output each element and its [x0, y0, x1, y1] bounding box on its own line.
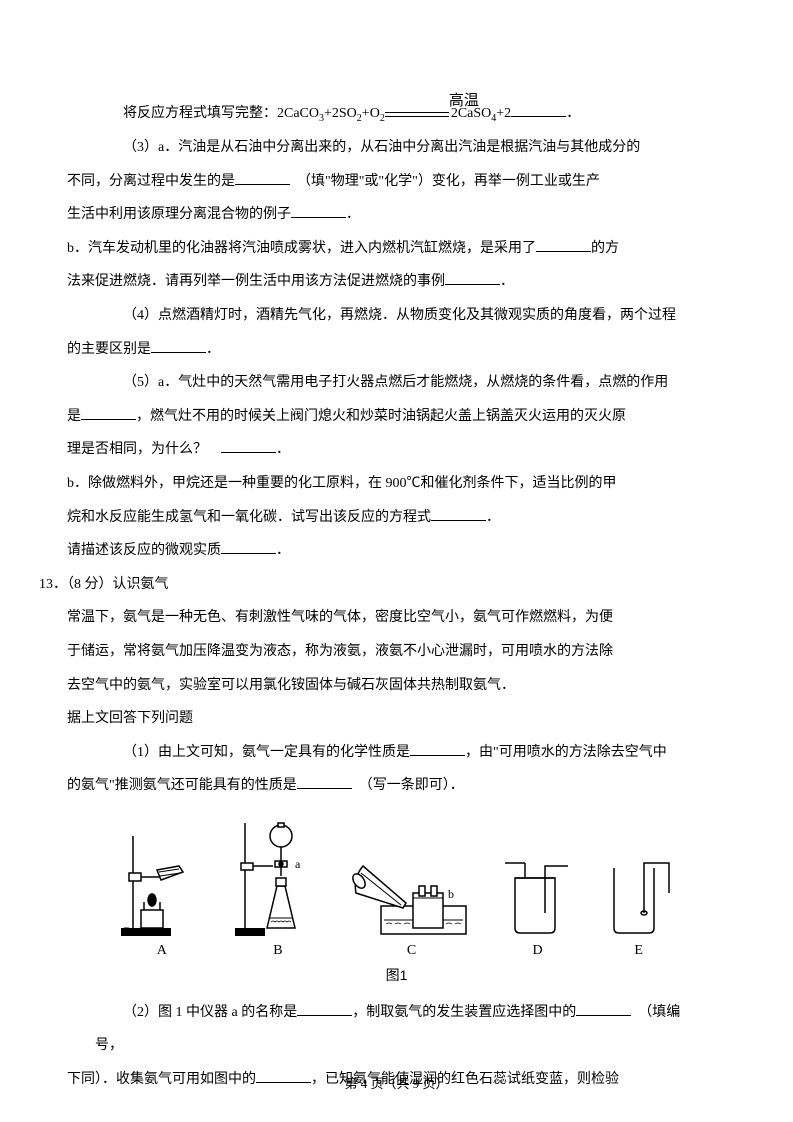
text: ．	[486, 510, 500, 525]
text: ，制取氨气的发生装置应选择图中的	[352, 1005, 576, 1020]
para-3b-line2: 法来促进燃烧．请再列举一例生活中用该方法促进燃烧的事例 ．	[67, 265, 698, 299]
apparatus-A-label: A	[157, 943, 167, 960]
text: 生活中利用该原理分离混合物的例子	[67, 207, 291, 222]
equation-line: 将反应方程式填写完整：2CaCO3+2SO2+O2高温2CaSO4+2．	[95, 95, 698, 131]
blank-fill	[235, 171, 290, 185]
label-a-text: a	[295, 857, 301, 871]
text: （写一条即可）．	[366, 778, 464, 793]
high-temp-label: 高温	[421, 83, 479, 119]
text: b．汽车发动机里的化油器将汽油喷成雾状，进入内燃机汽缸燃烧，是采用了	[67, 241, 536, 256]
para-4-line1: （4）点燃酒精灯时，酒精先气化，再燃烧．从物质变化及其微观实质的角度看，两个过程	[95, 299, 698, 333]
apparatus-D-label: D	[533, 943, 543, 960]
apparatus-B: a B	[233, 818, 323, 960]
text: 的主要区别是	[67, 342, 151, 357]
eq-part3: +O	[362, 106, 380, 121]
para-3a-line2: 不同，分离过程中发生的是 （填"物理"或"化学"）变化，再举一例工业或生产	[67, 165, 698, 199]
apparatus-B-icon: a	[233, 818, 323, 938]
para-4-line2: 的主要区别是 ．	[67, 333, 698, 367]
para-3a-line1: （3）a．汽油是从石油中分离出来的，从石油中分离出汽油是根据汽油与其他成分的	[95, 131, 698, 165]
eq-part5: +2	[496, 106, 511, 121]
blank-fill	[431, 507, 486, 521]
eq-part6: ．	[566, 106, 580, 121]
apparatus-E-label: E	[634, 943, 643, 960]
apparatus-E-icon	[604, 858, 674, 938]
text: ，由"可用喷水的方法除去空气中	[465, 745, 667, 760]
text: 不同，分离过程中发生的是	[67, 174, 235, 189]
text: 法来促进燃烧．请再列举一例生活中用该方法促进燃烧的事例	[67, 274, 445, 289]
apparatus-A: A	[119, 828, 204, 960]
apparatus-figure: A a	[95, 818, 698, 960]
para-3a-line3: 生活中利用该原理分离混合物的例子 ．	[67, 198, 698, 232]
apparatus-A-icon	[119, 828, 204, 938]
figure-caption: 图1	[95, 965, 698, 986]
apparatus-D-icon	[500, 858, 575, 938]
blank-fill	[81, 406, 136, 420]
question-13-label: 13．（8 分）认识氨气	[39, 568, 698, 602]
blank-fill	[221, 439, 276, 453]
text: 是	[67, 409, 81, 424]
blank-fill	[576, 1002, 631, 1016]
apparatus-C-label: C	[407, 943, 416, 960]
para-5c: 请描述该反应的微观实质 ．	[67, 534, 698, 568]
blank-fill	[151, 339, 206, 353]
q13-sub1-line1: （1）由上文可知，氨气一定具有的化学性质是 ，由"可用喷水的方法除去空气中	[95, 736, 698, 770]
text: ．	[276, 442, 290, 457]
para-5b-line1: b．除做燃料外，甲烷还是一种重要的化工原料，在 900℃和催化剂条件下，适当比例…	[67, 467, 698, 501]
text: 理是否相同，为什么？	[67, 442, 207, 457]
text: ，燃气灶不用的时候关上阀门熄火和炒菜时油锅起火盖上锅盖灭火运用的灭火原	[136, 409, 626, 424]
q13-intro-1: 常温下，氨气是一种无色、有刺激性气味的气体，密度比空气小，氨气可作燃燃料，为便	[67, 601, 698, 635]
text: 烷和水反应能生成氢气和一氧化碳．试写出该反应的方程式	[67, 510, 431, 525]
text: ．	[206, 342, 220, 357]
blank-fill	[291, 204, 346, 218]
text: ．	[276, 543, 290, 558]
text: （2）图 1 中仪器 a 的名称是	[123, 1005, 297, 1020]
blank-fill	[410, 742, 465, 756]
para-5a-line2: 是 ，燃气灶不用的时候关上阀门熄火和炒菜时油锅起火盖上锅盖灭火运用的灭火原	[67, 400, 698, 434]
text: 的方	[591, 241, 619, 256]
blank-fill	[511, 103, 566, 117]
para-5a-line3: 理是否相同，为什么？ ．	[67, 433, 698, 467]
blank-fill	[536, 238, 591, 252]
apparatus-C-icon: b	[351, 848, 471, 938]
apparatus-B-label: B	[273, 943, 282, 960]
blank-fill	[445, 271, 500, 285]
para-3b-line1: b．汽车发动机里的化油器将汽油喷成雾状，进入内燃机汽缸燃烧，是采用了 的方	[67, 232, 698, 266]
label-b-text: b	[448, 887, 454, 901]
para-5b-line2: 烷和水反应能生成氢气和一氧化碳．试写出该反应的方程式 ．	[67, 501, 698, 535]
sub: 2	[380, 113, 385, 124]
text: （1）由上文可知，氨气一定具有的化学性质是	[123, 745, 410, 760]
eq-part2: +2SO	[324, 106, 357, 121]
q13-sub1-line2: 的氨气"推测氨气还可能具有的性质是 （写一条即可）．	[67, 769, 698, 803]
blank-fill	[297, 1002, 352, 1016]
text: 的氨气"推测氨气还可能具有的性质是	[67, 778, 297, 793]
text: ．	[346, 207, 360, 222]
apparatus-C: b C	[351, 848, 471, 960]
text: （填"物理"或"化学"）变化，再举一例工业或生产	[304, 174, 600, 189]
apparatus-E: E	[604, 858, 674, 960]
apparatus-D: D	[500, 858, 575, 960]
q13-intro-3: 去空气中的氨气，实验室可以用氯化铵固体与碱石灰固体共热制取氨气．	[67, 669, 698, 703]
page-footer: 第 4 页（共 9 页）	[0, 1076, 793, 1092]
eq-part1: 将反应方程式填写完整：2CaCO	[123, 106, 319, 121]
q13-sub2-line1: （2）图 1 中仪器 a 的名称是，制取氨气的发生装置应选择图中的 （填编号，	[95, 996, 698, 1063]
text: 请描述该反应的微观实质	[67, 543, 221, 558]
para-5a-line1: （5）a．气灶中的天然气需用电子打火器点燃后才能燃烧，从燃烧的条件看，点燃的作用	[95, 366, 698, 400]
q13-intro-2: 于储运，常将氨气加压降温变为液态，称为液氨，液氨不小心泄漏时，可用喷水的方法除	[67, 635, 698, 669]
blank-fill	[297, 775, 352, 789]
text: ．	[500, 274, 514, 289]
blank-fill	[221, 540, 276, 554]
q13-intro-4: 据上文回答下列问题	[67, 702, 698, 736]
